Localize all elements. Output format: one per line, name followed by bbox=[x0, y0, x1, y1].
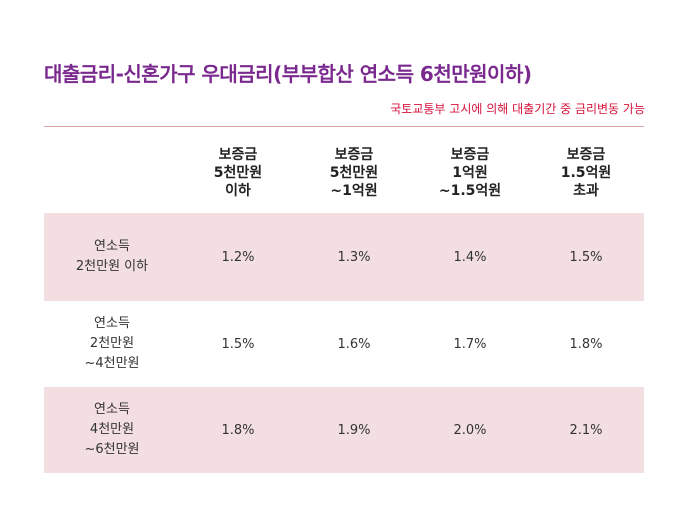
column-header: 보증금 1.5억원 초과 bbox=[560, 147, 612, 199]
page-title: 대출금리-신혼가구 우대금리(부부합산 연소득 6천만원이하) bbox=[44, 62, 532, 86]
column-header: 보증금 1억원 ~1.5억원 bbox=[438, 147, 502, 199]
table-row: 연소득 4천만원 ~6천만원 1.8% 1.9% 2.0% 2.1% bbox=[44, 387, 644, 473]
rate-cell: 1.7% bbox=[453, 336, 487, 352]
table-row: 연소득 2천만원 이하 1.2% 1.3% 1.4% 1.5% bbox=[44, 213, 644, 301]
title-divider bbox=[44, 126, 644, 127]
rate-cell: 1.8% bbox=[569, 336, 603, 352]
row-header: 연소득 4천만원 ~6천만원 bbox=[44, 387, 180, 473]
rate-change-notice: 국토교통부 고시에 의해 대출기간 중 금리변동 가능 bbox=[390, 102, 645, 116]
rate-cell: 2.1% bbox=[528, 387, 644, 473]
rate-cell: 1.3% bbox=[296, 213, 412, 301]
column-header: 보증금 5천만원 이하 bbox=[213, 147, 263, 199]
rate-cell: 1.9% bbox=[296, 387, 412, 473]
rate-cell: 1.6% bbox=[337, 336, 371, 352]
rate-cell: 1.4% bbox=[412, 213, 528, 301]
table-header-row: 보증금 5천만원 이하 보증금 5천만원 ~1억원 보증금 1억원 ~1.5억원… bbox=[44, 133, 644, 213]
rate-cell: 1.5% bbox=[528, 213, 644, 301]
rate-cell: 2.0% bbox=[412, 387, 528, 473]
row-header: 연소득 2천만원 이하 bbox=[44, 213, 180, 301]
rate-cell: 1.8% bbox=[180, 387, 296, 473]
rate-cell: 1.5% bbox=[221, 336, 255, 352]
table-row: 연소득 2천만원 ~4천만원 1.5% 1.6% 1.7% 1.8% bbox=[44, 301, 644, 387]
corner-cell bbox=[44, 133, 180, 213]
column-header: 보증금 5천만원 ~1억원 bbox=[329, 147, 379, 199]
row-header: 연소득 2천만원 ~4천만원 bbox=[84, 316, 140, 371]
rate-table: 보증금 5천만원 이하 보증금 5천만원 ~1억원 보증금 1억원 ~1.5억원… bbox=[44, 133, 644, 473]
rate-cell: 1.2% bbox=[180, 213, 296, 301]
